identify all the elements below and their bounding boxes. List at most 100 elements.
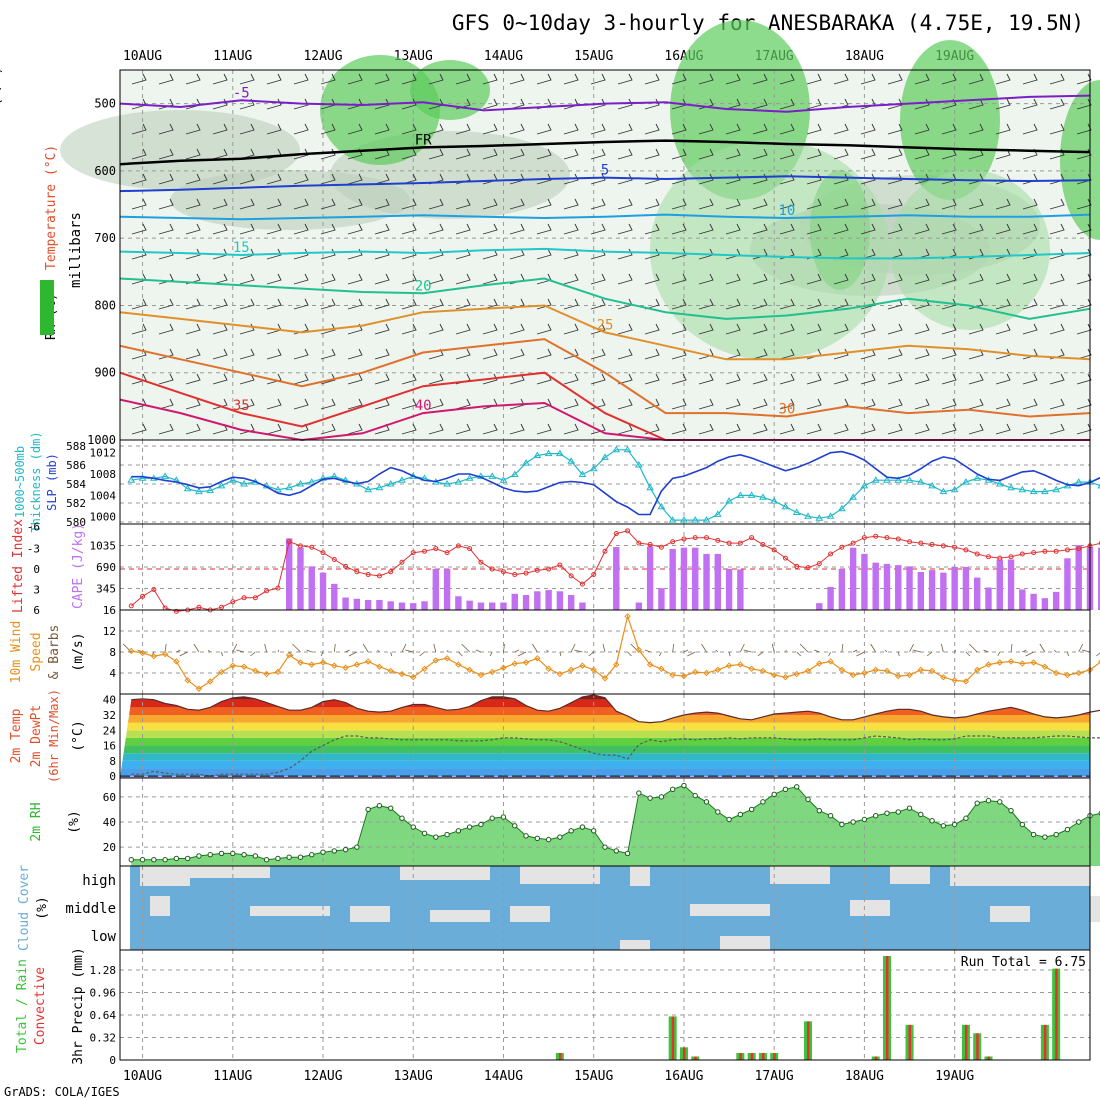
wind10m-point	[996, 659, 1003, 666]
wind-barb	[158, 323, 174, 335]
precip-tick: 0	[109, 1054, 116, 1067]
pressure-tick: 800	[94, 298, 116, 312]
wind-barb	[1076, 173, 1092, 185]
wind10m-barb	[715, 649, 719, 653]
li-tick: 0	[33, 563, 40, 576]
wind-barb	[590, 173, 606, 185]
rh-point	[568, 828, 574, 834]
li-point	[455, 543, 461, 549]
rh-point	[1030, 831, 1037, 838]
wind-barb	[806, 123, 822, 135]
li-point	[365, 572, 371, 578]
li-point	[963, 547, 969, 553]
wind-barb	[1049, 323, 1065, 335]
li-point	[805, 565, 811, 571]
precip-label-1: Total / Rain	[15, 959, 30, 1053]
slp-label: SLP (mb)	[45, 453, 59, 511]
wind-barb	[428, 198, 444, 210]
rh2m-label: 2m RH	[29, 802, 44, 841]
rh-point	[534, 835, 541, 842]
thickness-point	[386, 480, 395, 487]
wind-barb	[590, 273, 606, 285]
wind-barb	[617, 148, 633, 160]
thickness-line	[131, 449, 1100, 521]
cape-bar	[534, 591, 541, 610]
rh-point	[602, 844, 608, 850]
date-label-top: 10AUG	[123, 49, 162, 64]
rh-point	[906, 805, 913, 811]
wind-barb	[617, 123, 633, 135]
date-label-bottom: 15AUG	[574, 1069, 613, 1084]
rh-point	[1008, 807, 1014, 814]
wind-barb	[671, 398, 687, 410]
cape-bar	[331, 583, 338, 610]
wind10m-point	[1030, 659, 1037, 666]
pressure-tick: 600	[94, 164, 116, 178]
cape-tick: 1035	[90, 540, 117, 553]
wind-barb	[914, 148, 930, 160]
wind-barb	[185, 198, 201, 210]
thickness-point	[680, 516, 688, 523]
rh-point	[681, 782, 687, 789]
cape-bar	[872, 562, 879, 610]
wind-barb	[563, 173, 579, 185]
wind-barb	[401, 248, 417, 260]
wind10m-point	[353, 661, 361, 668]
rh-point	[737, 811, 744, 818]
wind-barb	[590, 148, 606, 160]
wind-barb	[428, 298, 444, 310]
rh-legend-swatch	[40, 280, 54, 335]
wind-barb	[914, 123, 930, 135]
wind-barb	[131, 223, 147, 235]
wind10m-point	[150, 652, 158, 660]
wind10m-barb	[968, 643, 978, 653]
thickness-point	[443, 480, 451, 487]
cloud-gap	[1090, 896, 1100, 922]
thickness-label-1: 1000~500mb	[13, 446, 27, 518]
li-tick: -3	[27, 543, 40, 556]
wind10m-barb	[559, 651, 562, 657]
wind-barb	[995, 98, 1011, 110]
wind-barb	[941, 373, 957, 385]
wind-barb	[401, 223, 417, 235]
li-tick: 3	[33, 584, 40, 597]
wind-barb	[995, 223, 1011, 235]
rh-point	[433, 834, 439, 840]
wind-barb	[590, 348, 606, 360]
wind-barb	[698, 423, 714, 435]
thickness-point	[1040, 487, 1049, 495]
wind-barb	[401, 273, 417, 285]
wind-barb	[293, 123, 309, 135]
thickness-point	[1052, 485, 1061, 493]
footer-credit: GrADS: COLA/IGES	[4, 1085, 120, 1099]
wind-barb	[212, 198, 228, 210]
wind-barb	[644, 273, 660, 285]
rh-point	[669, 786, 676, 793]
slp-tick: 1012	[90, 447, 117, 460]
wind10m-barb	[207, 649, 211, 653]
cape-bar	[1030, 593, 1037, 610]
wind10m-barb	[419, 651, 425, 657]
rh-point	[963, 815, 969, 821]
wind-barb	[185, 323, 201, 335]
wind-barb	[644, 398, 660, 410]
temp-band	[120, 760, 1090, 769]
li-point	[1098, 540, 1100, 546]
panel-precip: 0 0.32 0.64 0.96 1.28 Run Total = 6.75 Total /…	[15, 947, 1091, 1067]
wind-barb	[293, 273, 309, 285]
wind-barb	[374, 223, 390, 235]
wind-barb	[698, 98, 714, 110]
wind-barb	[347, 223, 363, 235]
wind-barb	[671, 423, 687, 435]
cape-bar	[285, 538, 293, 610]
wind-barb	[644, 148, 660, 160]
li-point	[613, 531, 619, 537]
wind10m-point	[861, 669, 868, 677]
thickness-point	[183, 484, 192, 492]
rh-point	[884, 810, 890, 816]
cloud-gap	[990, 906, 1030, 922]
panel-frame	[119, 949, 1091, 1061]
li-point	[1042, 548, 1048, 554]
wind-barb	[320, 348, 336, 360]
precip-units: 3hr Precip (mm)	[71, 947, 86, 1064]
